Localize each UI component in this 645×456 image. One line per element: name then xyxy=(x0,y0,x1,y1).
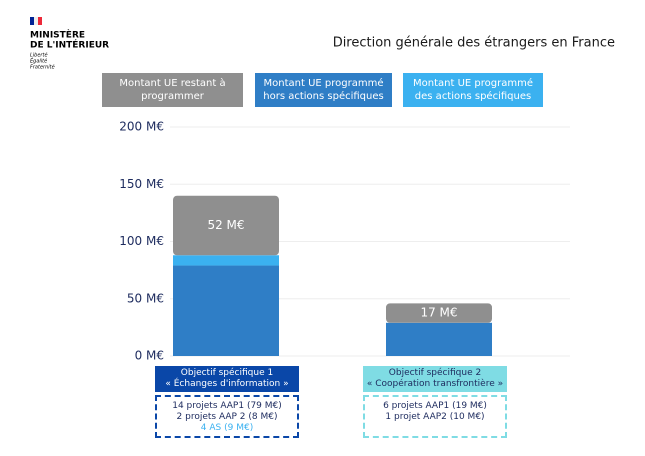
y-tick-label: 200 M€ xyxy=(119,120,164,134)
motto: Fraternité xyxy=(30,64,55,71)
category-label: « Échanges d'information » xyxy=(165,379,289,389)
ministry: DE L'INTÉRIEUR xyxy=(30,39,109,51)
detail-line: 2 projets AAP 2 (8 M€) xyxy=(176,412,278,422)
legend-item: Montant UE programmé des actions spécifi… xyxy=(403,73,543,107)
page-title: Direction générale des étrangers en Fran… xyxy=(333,36,615,51)
category-details: 14 projets AAP1 (79 M€) 2 projets AAP 2 (… xyxy=(155,395,299,438)
detail-line: 6 projets AAP1 (19 M€) xyxy=(383,401,487,411)
category-label: Objectif spécifique 2 xyxy=(388,368,482,378)
legend-item: Montant UE programmé hors actions spécif… xyxy=(255,73,392,107)
y-tick-label: 150 M€ xyxy=(119,177,164,191)
bar-segment xyxy=(173,265,279,356)
category-label: « Coopération transfrontière » xyxy=(366,379,504,389)
y-tick-label: 100 M€ xyxy=(119,234,164,248)
category-details: 6 projets AAP1 (19 M€) 1 projet AAP2 (10 … xyxy=(363,395,507,438)
category-box: Objectif spécifique 2 « Coopération trans… xyxy=(363,366,507,392)
bar-segment xyxy=(386,322,492,356)
bar-segment xyxy=(173,195,279,256)
detail-line: 4 AS (9 M€) xyxy=(200,423,254,433)
category-label: Objectif spécifique 1 xyxy=(180,368,274,378)
bar-segment xyxy=(386,303,492,323)
value-label: 52 M€ xyxy=(207,218,244,232)
y-tick-label: 0 M€ xyxy=(135,349,164,363)
ministry: MINISTÈRE xyxy=(30,29,85,41)
legend-item: Montant UE restant à programmer xyxy=(102,73,243,107)
logo xyxy=(30,17,42,25)
y-tick-label: 50 M€ xyxy=(127,291,164,305)
motto: Égalité xyxy=(30,57,47,65)
value-label: 17 M€ xyxy=(420,306,457,320)
category-box: Objectif spécifique 1 « Échanges d'inform… xyxy=(155,366,299,392)
detail-line: 1 projet AAP2 (10 M€) xyxy=(385,412,485,422)
bar-segment xyxy=(173,255,279,266)
detail-line: 14 projets AAP1 (79 M€) xyxy=(172,401,282,411)
motto: Liberté xyxy=(30,52,48,59)
